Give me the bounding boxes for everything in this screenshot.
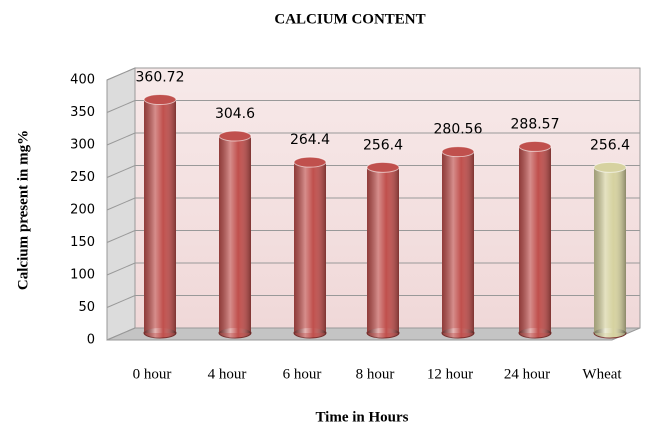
bar-base-edge [367,328,399,338]
bar-shine [219,136,251,333]
bar-base-edge [294,328,326,338]
y-tick-label: 100 [70,268,95,283]
bar-top [441,146,475,158]
bar-top [518,140,552,152]
y-tick-label: 150 [70,235,95,250]
x-tick-label: 12 hour [427,366,473,382]
x-axis-title: Time in Hours [315,409,408,425]
chart-title: CALCIUM CONTENT [274,11,425,27]
y-tick-label: 50 [78,300,95,315]
grid-line-side [106,67,136,81]
bar-shine [367,167,399,333]
grid-line-side [106,100,136,113]
x-tick-label: 24 hour [504,366,550,382]
bar-shine [519,146,551,333]
y-tick-label: 400 [70,73,95,88]
grid-line-side [106,132,136,146]
x-tick-label: 6 hour [283,366,322,382]
data-label: 264.4 [290,132,330,148]
bar-top [593,161,627,173]
grid-line-side [106,262,136,276]
bar-base-edge [519,328,551,338]
data-label: 304.6 [215,106,255,122]
y-tick-label: 0 [87,333,95,348]
y-axis-title: Calcium present in mg% [15,130,31,290]
data-label: 360.72 [136,70,185,86]
bar-shine [594,167,626,333]
bar-base-edge [144,328,176,338]
bar-top [143,94,177,106]
bar-base-edge [594,328,626,338]
bar-shine [442,151,474,333]
y-tick-label: 200 [70,203,95,218]
data-label: 256.4 [590,137,630,153]
grid-line-side [106,230,136,243]
data-label: 280.56 [434,122,483,138]
bar-base-edge [219,328,251,338]
bar-base-edge [442,328,474,338]
grid-line-side [106,165,136,178]
bar-top [366,161,400,173]
grid-line-side [106,197,136,211]
bar-top [293,156,327,168]
y-tick-label: 300 [70,138,95,153]
y-tick-label: 250 [70,170,95,185]
grid-line-side [106,295,136,308]
bar-shine [144,99,176,333]
grid-line-side [106,327,136,341]
x-tick-label: 0 hour [133,366,172,382]
x-tick-label: Wheat [582,366,622,382]
y-tick-label: 350 [70,105,95,120]
bar-shine [294,162,326,333]
bar-top [218,130,252,142]
data-label: 256.4 [363,137,403,153]
x-tick-label: 4 hour [208,366,247,382]
data-label: 288.57 [511,116,560,132]
x-tick-label: 8 hour [356,366,395,382]
